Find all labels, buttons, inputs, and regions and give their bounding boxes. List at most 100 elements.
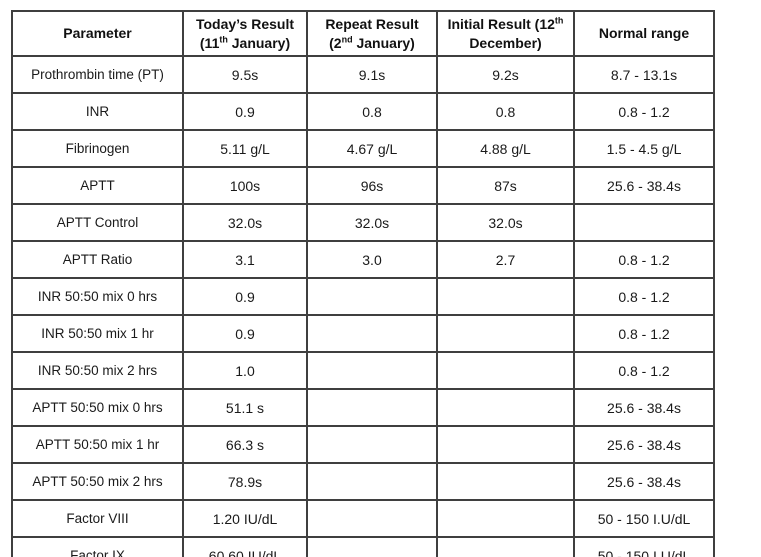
cell-todays-result: 9.5s xyxy=(182,55,308,94)
cell-initial-result: 32.0s xyxy=(436,203,575,242)
cell-repeat-result xyxy=(306,388,438,427)
cell-repeat-result: 0.8 xyxy=(306,92,438,131)
cell-normal-range xyxy=(573,203,715,242)
table-body: Prothrombin time (PT) 9.5s 9.1s 9.2s 8.7… xyxy=(11,55,715,557)
column-header-todays-result: Today’s Result (11th January) xyxy=(182,10,308,57)
cell-initial-result xyxy=(436,314,575,353)
cell-repeat-result: 4.67 g/L xyxy=(306,129,438,168)
cell-initial-result xyxy=(436,351,575,390)
header-superscript: th xyxy=(219,33,228,44)
cell-normal-range: 0.8 - 1.2 xyxy=(573,240,715,279)
cell-parameter: Factor VIII xyxy=(11,499,184,538)
table-row: Fibrinogen 5.11 g/L 4.67 g/L 4.88 g/L 1.… xyxy=(11,129,715,168)
cell-normal-range: 25.6 - 38.4s xyxy=(573,462,715,501)
cell-todays-result: 0.9 xyxy=(182,92,308,131)
cell-parameter: INR 50:50 mix 2 hrs xyxy=(11,351,184,390)
cell-initial-result xyxy=(436,388,575,427)
cell-repeat-result xyxy=(306,536,438,557)
header-text: Today’s Result (11 xyxy=(195,16,295,51)
cell-normal-range: 50 - 150 I.U/dL xyxy=(573,536,715,557)
column-header-repeat-result: Repeat Result (2nd January) xyxy=(306,10,438,57)
header-superscript: nd xyxy=(341,33,353,44)
header-text: Initial Result (12 xyxy=(447,16,555,33)
cell-repeat-result xyxy=(306,425,438,464)
cell-parameter: APTT xyxy=(11,166,184,205)
cell-parameter: APTT Ratio xyxy=(11,240,184,279)
cell-parameter: APTT 50:50 mix 0 hrs xyxy=(11,388,184,427)
header-text: Repeat Result (2 xyxy=(325,16,419,51)
table-row: APTT Ratio 3.1 3.0 2.7 0.8 - 1.2 xyxy=(11,240,715,279)
table-row: INR 50:50 mix 0 hrs 0.9 0.8 - 1.2 xyxy=(11,277,715,316)
cell-repeat-result xyxy=(306,351,438,390)
cell-repeat-result: 96s xyxy=(306,166,438,205)
cell-repeat-result: 32.0s xyxy=(306,203,438,242)
lab-results-table: Parameter Today’s Result (11th January) … xyxy=(11,10,715,557)
header-text: January) xyxy=(352,34,415,51)
cell-normal-range: 1.5 - 4.5 g/L xyxy=(573,129,715,168)
cell-parameter: INR 50:50 mix 1 hr xyxy=(11,314,184,353)
cell-initial-result: 9.2s xyxy=(436,55,575,94)
cell-normal-range: 0.8 - 1.2 xyxy=(573,92,715,131)
cell-repeat-result xyxy=(306,277,438,316)
cell-parameter: Prothrombin time (PT) xyxy=(11,55,184,94)
cell-parameter: APTT Control xyxy=(11,203,184,242)
table-row: Factor IX 60.60 IU/dL 50 - 150 I.U/dL xyxy=(11,536,715,557)
table-row: INR 0.9 0.8 0.8 0.8 - 1.2 xyxy=(11,92,715,131)
cell-normal-range: 0.8 - 1.2 xyxy=(573,277,715,316)
cell-todays-result: 1.20 IU/dL xyxy=(182,499,308,538)
cell-todays-result: 51.1 s xyxy=(182,388,308,427)
cell-todays-result: 32.0s xyxy=(182,203,308,242)
cell-initial-result: 0.8 xyxy=(436,92,575,131)
header-text: December) xyxy=(469,34,542,51)
cell-normal-range: 0.8 - 1.2 xyxy=(573,351,715,390)
cell-repeat-result: 9.1s xyxy=(306,55,438,94)
cell-todays-result: 0.9 xyxy=(182,314,308,353)
cell-normal-range: 25.6 - 38.4s xyxy=(573,388,715,427)
table-row: APTT 50:50 mix 2 hrs 78.9s 25.6 - 38.4s xyxy=(11,462,715,501)
table-row: APTT 100s 96s 87s 25.6 - 38.4s xyxy=(11,166,715,205)
cell-normal-range: 50 - 150 I.U/dL xyxy=(573,499,715,538)
table-row: INR 50:50 mix 2 hrs 1.0 0.8 - 1.2 xyxy=(11,351,715,390)
table-header: Parameter Today’s Result (11th January) … xyxy=(11,10,715,57)
header-row: Parameter Today’s Result (11th January) … xyxy=(11,10,715,57)
cell-todays-result: 5.11 g/L xyxy=(182,129,308,168)
cell-parameter: Fibrinogen xyxy=(11,129,184,168)
column-header-initial-result: Initial Result (12th December) xyxy=(436,10,575,57)
cell-todays-result: 66.3 s xyxy=(182,425,308,464)
cell-parameter: Factor IX xyxy=(11,536,184,557)
table-row: INR 50:50 mix 1 hr 0.9 0.8 - 1.2 xyxy=(11,314,715,353)
cell-repeat-result xyxy=(306,499,438,538)
table-row: APTT Control 32.0s 32.0s 32.0s xyxy=(11,203,715,242)
cell-parameter: INR 50:50 mix 0 hrs xyxy=(11,277,184,316)
cell-todays-result: 0.9 xyxy=(182,277,308,316)
table-row: APTT 50:50 mix 1 hr 66.3 s 25.6 - 38.4s xyxy=(11,425,715,464)
cell-initial-result xyxy=(436,499,575,538)
cell-repeat-result xyxy=(306,314,438,353)
header-superscript: th xyxy=(554,15,564,26)
cell-initial-result: 87s xyxy=(436,166,575,205)
column-header-normal-range: Normal range xyxy=(573,10,715,57)
cell-todays-result: 100s xyxy=(182,166,308,205)
cell-todays-result: 1.0 xyxy=(182,351,308,390)
column-header-parameter: Parameter xyxy=(11,10,184,57)
cell-normal-range: 8.7 - 13.1s xyxy=(573,55,715,94)
table-row: Prothrombin time (PT) 9.5s 9.1s 9.2s 8.7… xyxy=(11,55,715,94)
table-row: APTT 50:50 mix 0 hrs 51.1 s 25.6 - 38.4s xyxy=(11,388,715,427)
cell-initial-result: 2.7 xyxy=(436,240,575,279)
cell-initial-result xyxy=(436,462,575,501)
header-text: Parameter xyxy=(63,25,132,42)
cell-todays-result: 60.60 IU/dL xyxy=(182,536,308,557)
cell-todays-result: 78.9s xyxy=(182,462,308,501)
cell-parameter: INR xyxy=(11,92,184,131)
cell-normal-range: 25.6 - 38.4s xyxy=(573,166,715,205)
cell-initial-result xyxy=(436,277,575,316)
cell-todays-result: 3.1 xyxy=(182,240,308,279)
cell-parameter: APTT 50:50 mix 2 hrs xyxy=(11,462,184,501)
cell-normal-range: 0.8 - 1.2 xyxy=(573,314,715,353)
table-row: Factor VIII 1.20 IU/dL 50 - 150 I.U/dL xyxy=(11,499,715,538)
cell-repeat-result: 3.0 xyxy=(306,240,438,279)
cell-repeat-result xyxy=(306,462,438,501)
header-text: Normal range xyxy=(598,25,690,42)
header-text: January) xyxy=(227,34,291,51)
